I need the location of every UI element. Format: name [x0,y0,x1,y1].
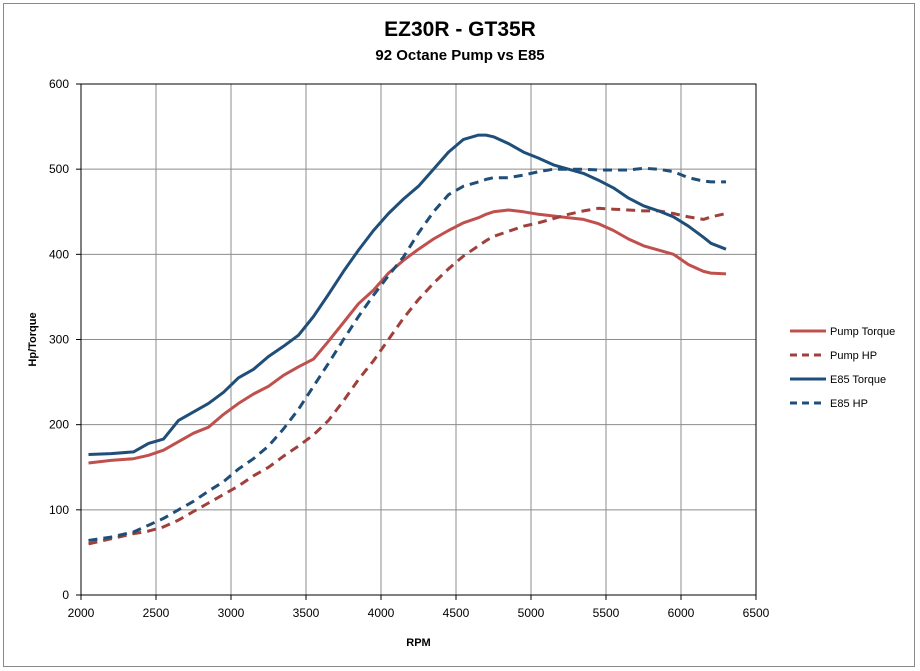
legend-label-pump-hp: Pump HP [830,350,877,362]
series-layer [88,133,727,546]
y-tick-label: 100 [49,503,69,517]
legend-label-e85-hp: E85 HP [830,398,868,410]
series-line-pump-hp [88,206,727,546]
x-tick-label: 3500 [293,606,320,620]
legend-label-pump-torque: Pump Torque [830,326,895,338]
chart-title: EZ30R - GT35R [384,18,536,41]
x-tick-label: 2500 [143,606,170,620]
x-tick-label: 4000 [368,606,395,620]
y-tick-label: 200 [49,418,69,432]
x-tick-label: 6000 [668,606,695,620]
y-axis-title: Hp/Torque [27,312,39,366]
x-tick-label: 5500 [593,606,620,620]
series-line-pump-torque [88,208,727,465]
x-tick-label: 4500 [443,606,470,620]
y-tick-label: 0 [62,588,69,602]
y-tick-label: 500 [49,162,69,176]
y-tick-label: 600 [49,77,69,91]
x-tick-label: 3000 [218,606,245,620]
legend: Pump Torque Pump HP E85 Torque E85 HP [790,326,895,410]
chart-subtitle: 92 Octane Pump vs E85 [375,47,545,64]
y-tick-label: 300 [49,333,69,347]
legend-label-e85-torque: E85 Torque [830,374,886,386]
x-axis-title: RPM [406,637,430,649]
y-tick-label: 400 [49,247,69,261]
x-tick-label: 2000 [68,606,95,620]
plot-border [80,83,757,596]
series-line-e85-hp [88,166,726,542]
x-tick-label: 6500 [743,606,770,620]
axis-layer: 2000 2500 3000 3500 4000 4500 5000 5500 6000 6500… [49,77,770,620]
x-tick-label: 5000 [518,606,545,620]
series-line-e85-torque [88,133,727,456]
